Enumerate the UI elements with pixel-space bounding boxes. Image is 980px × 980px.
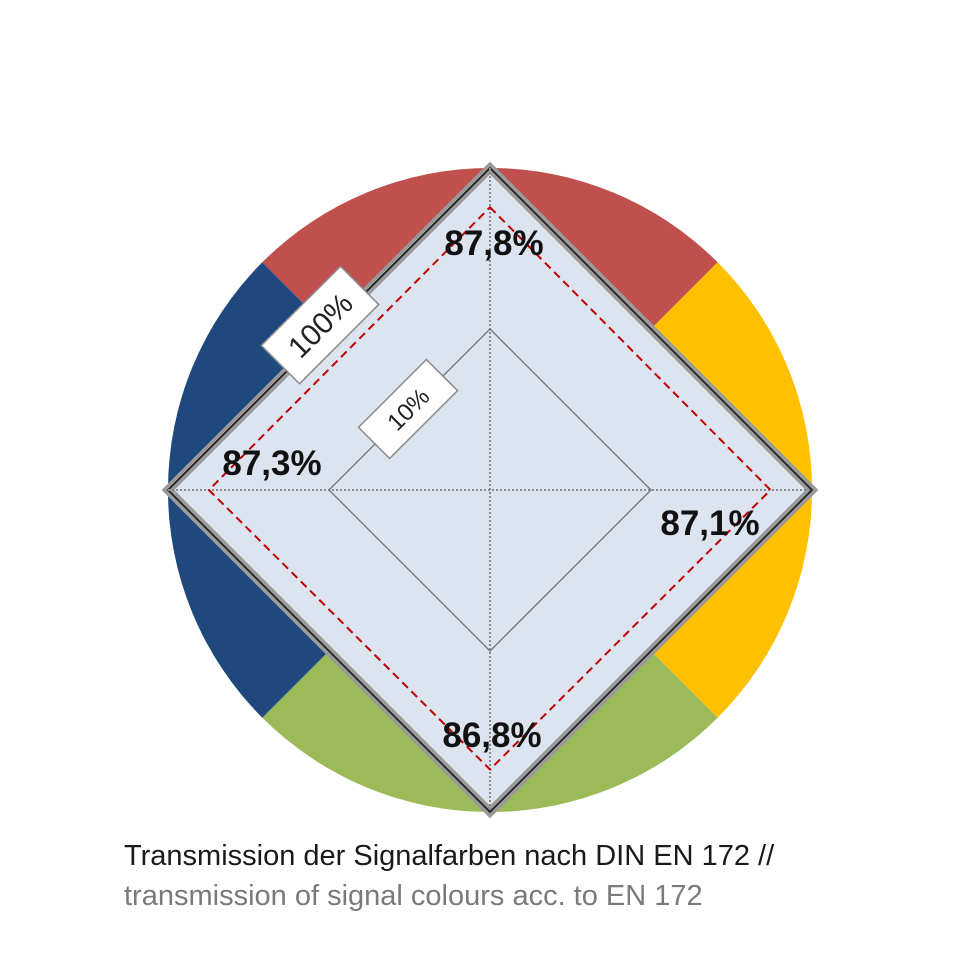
caption-german: Transmission der Signalfarben nach DIN E… [124,840,775,872]
value-label-green: 86,8% [442,716,541,755]
ring-label-100-box [260,265,380,385]
value-label-yellow: 87,1% [660,504,759,543]
value-label-red: 87,8% [444,224,543,263]
value-label-blue: 87,3% [222,444,321,483]
caption-english: transmission of signal colours acc. to E… [124,880,703,912]
series-line [207,205,772,771]
ring-label-10-box [357,358,459,460]
ring-100 [166,166,814,814]
